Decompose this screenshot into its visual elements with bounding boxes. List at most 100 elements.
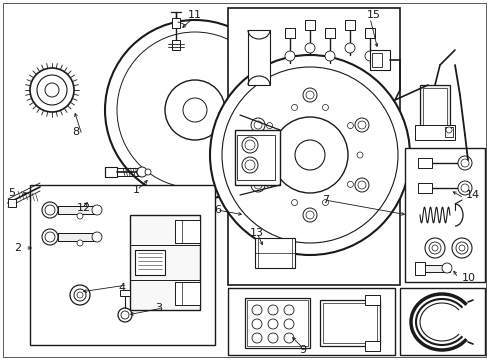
- Circle shape: [254, 121, 262, 129]
- Bar: [30, 185, 215, 345]
- Circle shape: [284, 333, 293, 343]
- Circle shape: [271, 117, 347, 193]
- Circle shape: [457, 156, 471, 170]
- Bar: [371, 53, 381, 67]
- Text: 8: 8: [72, 127, 79, 137]
- Text: 7: 7: [321, 195, 328, 205]
- Circle shape: [242, 137, 258, 153]
- Circle shape: [345, 43, 354, 53]
- Circle shape: [204, 120, 215, 130]
- Bar: [414, 265, 449, 272]
- Bar: [364, 295, 379, 305]
- Bar: [319, 300, 379, 346]
- Circle shape: [74, 289, 86, 301]
- Bar: [58, 206, 95, 214]
- Circle shape: [77, 213, 83, 219]
- Text: 13: 13: [249, 228, 264, 238]
- Bar: [244, 298, 309, 348]
- Circle shape: [257, 152, 263, 158]
- Circle shape: [92, 205, 102, 215]
- Circle shape: [347, 181, 353, 188]
- Circle shape: [303, 208, 316, 222]
- Circle shape: [105, 20, 285, 200]
- Bar: [58, 233, 95, 241]
- Circle shape: [284, 305, 293, 315]
- Text: 15: 15: [366, 10, 380, 20]
- Text: 11: 11: [187, 10, 202, 20]
- Text: 5: 5: [8, 188, 15, 198]
- Circle shape: [356, 152, 362, 158]
- Circle shape: [266, 181, 272, 188]
- Circle shape: [451, 238, 471, 258]
- Circle shape: [347, 123, 353, 129]
- Bar: [135, 250, 164, 275]
- Text: 3: 3: [155, 303, 162, 313]
- Bar: [246, 300, 307, 346]
- Circle shape: [294, 140, 325, 170]
- Bar: [8, 199, 16, 207]
- Circle shape: [431, 245, 437, 251]
- Bar: [364, 341, 379, 351]
- Bar: [399, 288, 484, 355]
- Circle shape: [77, 240, 83, 246]
- Circle shape: [92, 232, 102, 242]
- Bar: [227, 8, 399, 285]
- Text: 10: 10: [461, 273, 475, 283]
- Circle shape: [77, 292, 83, 298]
- Circle shape: [291, 104, 297, 111]
- Bar: [364, 28, 374, 38]
- Circle shape: [354, 178, 368, 192]
- Bar: [235, 130, 280, 185]
- Circle shape: [284, 319, 293, 329]
- Circle shape: [222, 67, 397, 243]
- Circle shape: [322, 199, 328, 206]
- Bar: [414, 262, 424, 275]
- Bar: [422, 88, 446, 132]
- Circle shape: [251, 333, 262, 343]
- Circle shape: [428, 242, 440, 254]
- Bar: [414, 125, 454, 140]
- Circle shape: [441, 263, 451, 273]
- Circle shape: [209, 55, 409, 255]
- Circle shape: [145, 169, 151, 175]
- Circle shape: [208, 94, 221, 106]
- Circle shape: [354, 118, 368, 132]
- Bar: [254, 238, 294, 268]
- Bar: [175, 282, 200, 305]
- Circle shape: [244, 160, 254, 170]
- Bar: [120, 290, 130, 296]
- Circle shape: [267, 319, 278, 329]
- Bar: [419, 85, 449, 135]
- Bar: [417, 158, 431, 168]
- Circle shape: [364, 51, 374, 61]
- Bar: [345, 20, 354, 30]
- Circle shape: [244, 140, 254, 150]
- Bar: [175, 220, 200, 243]
- Circle shape: [291, 199, 297, 206]
- Bar: [325, 28, 334, 38]
- Bar: [369, 50, 389, 70]
- Text: 6: 6: [214, 205, 221, 215]
- Circle shape: [460, 159, 468, 167]
- Text: 14: 14: [465, 190, 479, 200]
- Bar: [172, 40, 180, 50]
- Circle shape: [164, 80, 224, 140]
- Bar: [172, 18, 180, 28]
- Bar: [247, 30, 269, 85]
- Bar: [227, 288, 394, 355]
- Circle shape: [305, 211, 313, 219]
- Circle shape: [137, 167, 147, 177]
- Circle shape: [267, 305, 278, 315]
- Circle shape: [45, 205, 55, 215]
- Circle shape: [42, 202, 58, 218]
- Circle shape: [183, 98, 206, 122]
- Bar: [404, 148, 484, 282]
- Circle shape: [37, 75, 67, 105]
- Circle shape: [455, 242, 467, 254]
- Circle shape: [124, 195, 134, 205]
- Circle shape: [267, 333, 278, 343]
- Circle shape: [424, 238, 444, 258]
- Circle shape: [458, 245, 464, 251]
- Circle shape: [266, 123, 272, 129]
- Bar: [105, 167, 117, 177]
